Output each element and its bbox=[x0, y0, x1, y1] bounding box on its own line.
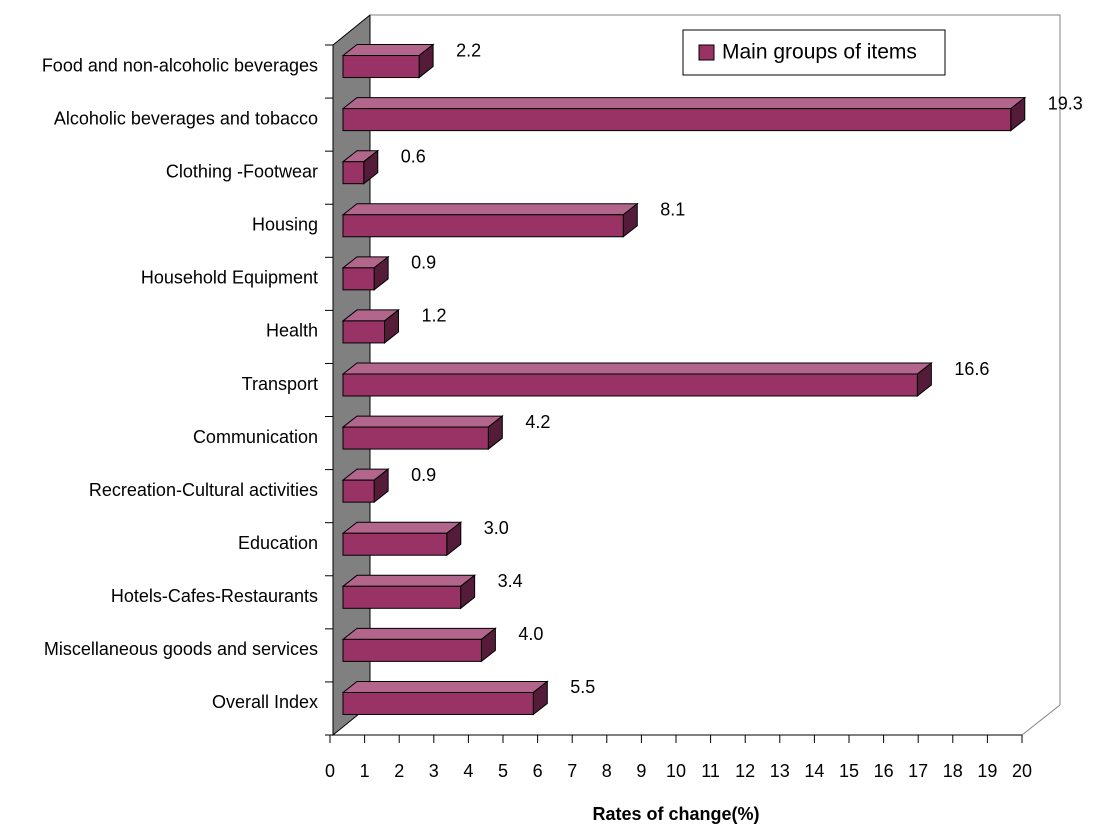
bar-front bbox=[342, 426, 489, 450]
x-tick-label: 2 bbox=[394, 761, 404, 781]
bar-front bbox=[342, 161, 365, 185]
bar-top bbox=[341, 362, 933, 375]
bar-front bbox=[342, 214, 624, 238]
value-label: 3.4 bbox=[498, 571, 523, 591]
bar bbox=[341, 202, 639, 238]
x-tick-label: 15 bbox=[839, 761, 859, 781]
x-tick-label: 11 bbox=[701, 761, 720, 781]
legend-box bbox=[682, 29, 946, 76]
bar-front bbox=[342, 267, 375, 291]
bar bbox=[341, 627, 497, 663]
y-tick-label: Clothing -Footwear bbox=[166, 161, 318, 181]
back-wall bbox=[370, 14, 1061, 705]
bar-front bbox=[342, 320, 386, 344]
bar-top bbox=[341, 574, 477, 587]
bar bbox=[341, 574, 477, 610]
x-tick-label: 20 bbox=[1012, 761, 1032, 781]
x-tick-label: 10 bbox=[666, 761, 686, 781]
legend: Main groups of items bbox=[682, 29, 946, 76]
bar-top bbox=[341, 203, 639, 216]
value-label: 1.2 bbox=[422, 306, 447, 326]
bar-front bbox=[342, 479, 375, 503]
x-tick-label: 0 bbox=[325, 761, 335, 781]
bar bbox=[341, 521, 463, 557]
y-tick-label: Household Equipment bbox=[141, 268, 318, 288]
x-tick-label: 6 bbox=[533, 761, 543, 781]
x-tick-label: 1 bbox=[360, 761, 370, 781]
value-label: 0.6 bbox=[401, 146, 426, 166]
legend-label: Main groups of items bbox=[722, 41, 917, 64]
y-tick-label: Transport bbox=[242, 374, 318, 394]
bar-front bbox=[342, 532, 448, 556]
bar-front bbox=[342, 585, 462, 609]
bar-front bbox=[342, 373, 918, 397]
bar bbox=[341, 415, 504, 451]
bar bbox=[341, 96, 1027, 132]
bar bbox=[341, 468, 390, 504]
bar bbox=[341, 149, 380, 185]
bar-front bbox=[342, 691, 534, 715]
bar bbox=[341, 361, 933, 398]
floor-edge bbox=[1021, 704, 1061, 736]
value-label: 16.6 bbox=[954, 359, 989, 379]
bar-top bbox=[341, 521, 463, 534]
bar-top bbox=[341, 680, 549, 693]
y-tick-label: Hotels-Cafes-Restaurants bbox=[111, 586, 318, 606]
x-tick-label: 17 bbox=[908, 761, 928, 781]
value-label: 19.3 bbox=[1048, 93, 1083, 113]
x-tick-label: 5 bbox=[498, 761, 508, 781]
bar-top bbox=[341, 627, 497, 640]
x-tick-label: 4 bbox=[463, 761, 473, 781]
value-label: 5.5 bbox=[570, 677, 595, 697]
x-tick-label: 16 bbox=[874, 761, 894, 781]
y-tick-label: Overall Index bbox=[212, 692, 318, 712]
y-tick-label: Communication bbox=[193, 427, 318, 447]
bar-front bbox=[342, 108, 1012, 132]
bar-front bbox=[342, 638, 482, 662]
bar-top bbox=[341, 97, 1027, 110]
x-tick-label: 8 bbox=[602, 761, 612, 781]
y-tick-label: Miscellaneous goods and services bbox=[44, 639, 318, 659]
bar-top bbox=[341, 415, 504, 428]
x-tick-label: 14 bbox=[804, 761, 824, 781]
bar bbox=[341, 308, 400, 344]
y-tick-label: Health bbox=[266, 321, 318, 341]
value-label: 3.0 bbox=[484, 518, 509, 538]
y-tick-label: Food and non-alcoholic beverages bbox=[42, 55, 318, 75]
y-tick-label: Education bbox=[238, 533, 318, 553]
value-label: 4.2 bbox=[525, 412, 550, 432]
value-label: 8.1 bbox=[660, 200, 685, 220]
value-label: 0.9 bbox=[411, 465, 436, 485]
value-label: 2.2 bbox=[456, 40, 481, 60]
x-tick-label: 13 bbox=[770, 761, 790, 781]
value-label: 0.9 bbox=[411, 253, 436, 273]
value-label: 4.0 bbox=[518, 624, 543, 644]
bar bbox=[341, 43, 435, 79]
x-tick-label: 18 bbox=[943, 761, 963, 781]
x-tick-label: 3 bbox=[429, 761, 439, 781]
bar bbox=[341, 680, 549, 716]
y-tick-label: Recreation-Cultural activities bbox=[89, 480, 318, 500]
bar-top bbox=[341, 44, 435, 57]
x-tick-label: 7 bbox=[567, 761, 577, 781]
legend-swatch bbox=[698, 44, 715, 61]
x-tick-label: 9 bbox=[636, 761, 646, 781]
bar bbox=[341, 255, 390, 291]
x-tick-label: 19 bbox=[977, 761, 997, 781]
y-tick-label: Alcoholic beverages and tobacco bbox=[54, 108, 318, 128]
x-tick-label: 12 bbox=[735, 761, 755, 781]
bar-front bbox=[342, 55, 420, 79]
x-axis-title: Rates of change(%) bbox=[592, 804, 759, 824]
y-tick-label: Housing bbox=[252, 215, 318, 235]
